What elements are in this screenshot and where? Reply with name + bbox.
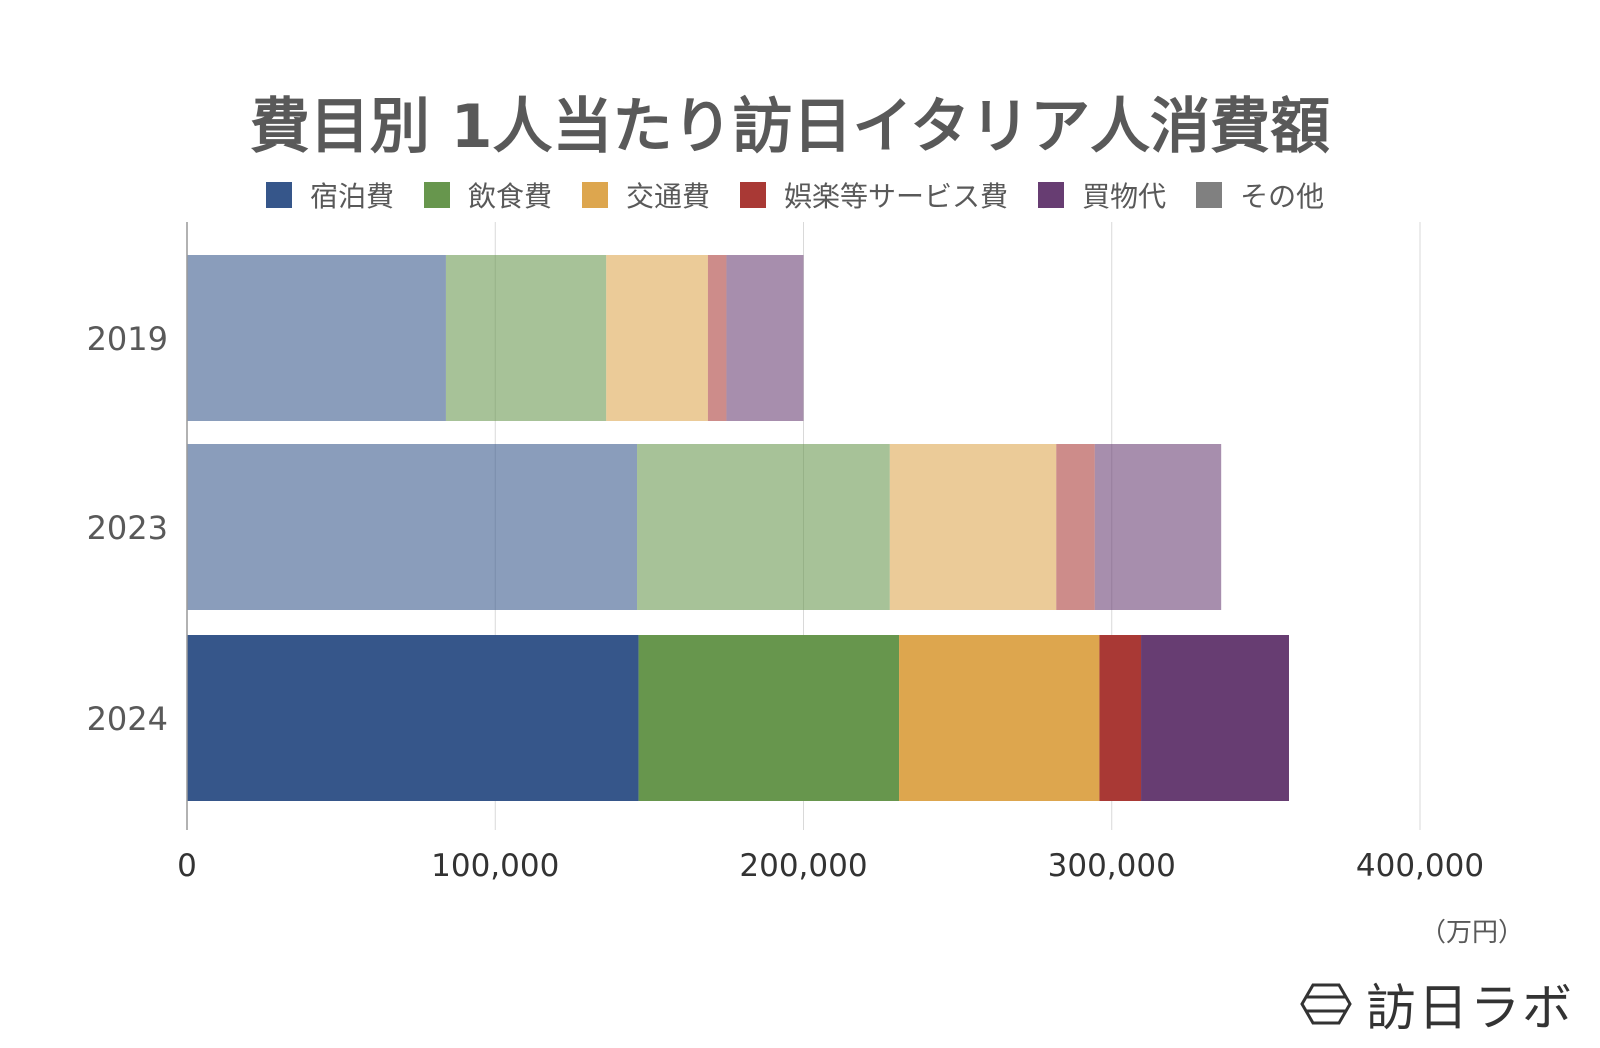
legend-swatch [740,182,767,208]
bar-segment [637,444,890,610]
bar-segment [187,255,446,421]
legend-label: 交通費 [626,180,711,213]
legend-label: 娯楽等サービス費 [784,180,1009,213]
legend-label: その他 [1240,180,1325,213]
x-tick-label: 300,000 [1048,848,1176,884]
bar-segment [1141,635,1289,801]
unit-label: （万円） [1420,918,1525,948]
legend-item: 宿泊費 [266,175,394,215]
legend-swatch [266,182,292,208]
axis: 0 100,000 200,000 300,000 400,000 [177,222,1484,884]
legend-label: 宿泊費 [310,180,395,213]
bar-segment [445,255,607,421]
legend-label: 飲食費 [468,180,553,213]
bar-segment [889,444,1057,610]
bar-segment [638,635,900,801]
legend-item: 買物代 [1038,175,1166,215]
bar-segment [726,255,804,421]
x-tick-label: 100,000 [431,848,559,884]
category-label: 2019 [87,320,168,358]
legend-item: 交通費 [582,175,710,215]
brand-logo: 訪日ラボ [1300,968,1574,1040]
bar-segment [606,255,708,421]
bar-segment [707,255,727,421]
legend-item: 娯楽等サービス費 [740,175,1008,215]
x-tick-label: 0 [177,848,197,884]
category-label: 2024 [87,700,168,738]
legend-swatch [1196,182,1223,208]
x-tick-label: 400,000 [1356,848,1484,884]
chart-title: 費目別 1人当たり訪日イタリア人消費額 [249,92,1331,162]
legend-item: その他 [1196,175,1324,215]
legend: 宿泊費 飲食費 交通費 娯楽等サービス費 買物代 その他 [266,174,1354,216]
legend-swatch [1038,182,1065,208]
legend-swatch [582,182,609,208]
bar-segment [1094,444,1222,610]
logo-text: 訪日ラボ [1366,979,1574,1037]
bars: 2019 2023 2024 [87,255,1289,801]
bar-segment [1099,635,1142,801]
bar-segment [1056,444,1095,610]
x-tick-label: 200,000 [739,848,867,884]
legend-label: 買物代 [1082,180,1167,213]
bar-segment [187,635,639,801]
legend-item: 飲食費 [424,175,552,215]
legend-swatch [424,182,451,208]
hexagon-logo-icon [1300,983,1352,1025]
bar-segment [899,635,1100,801]
bar-segment [187,444,638,610]
category-label: 2023 [87,509,168,547]
